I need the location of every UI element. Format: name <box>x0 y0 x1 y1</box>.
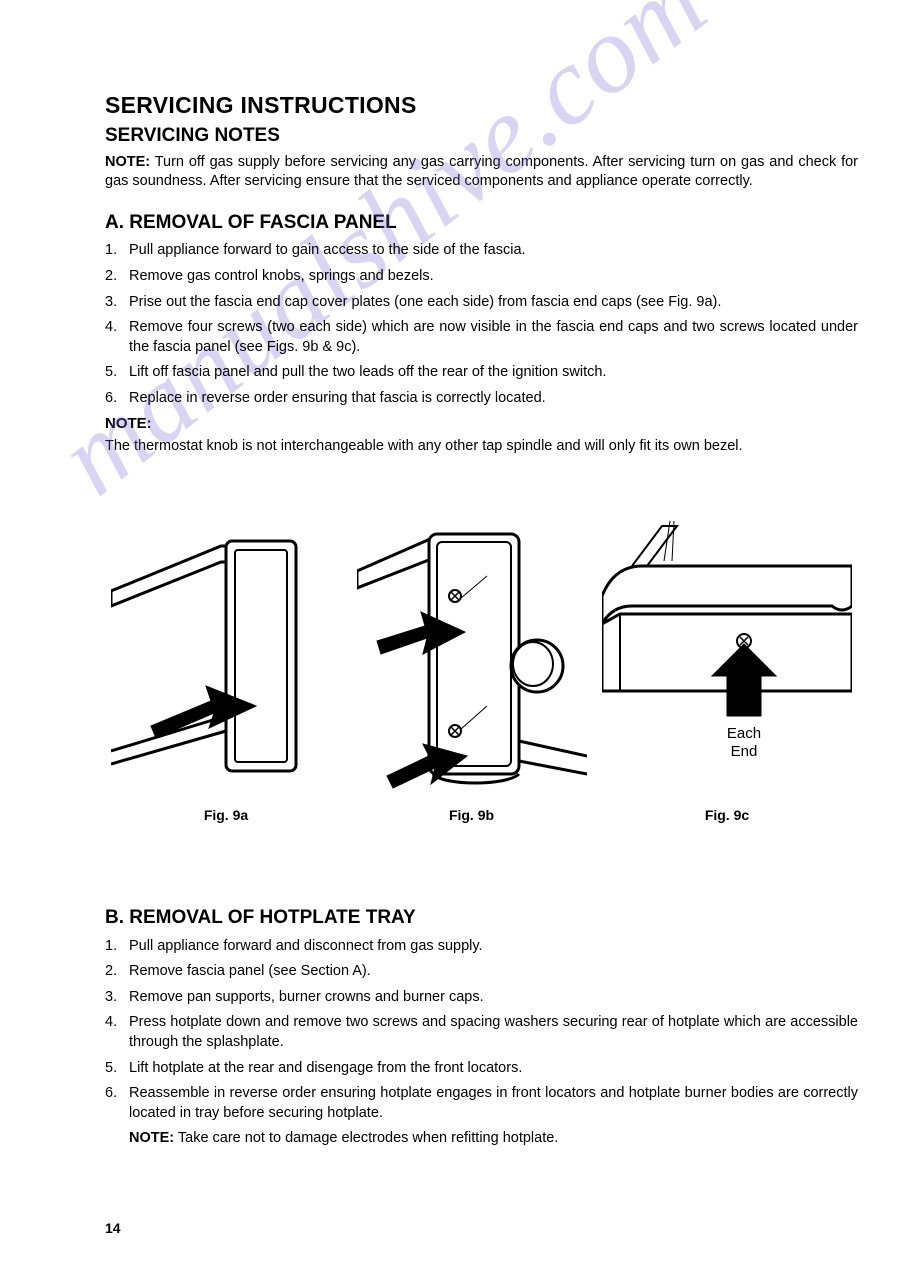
section-a-title: A. REMOVAL OF FASCIA PANEL <box>105 210 858 236</box>
top-note: NOTE: Turn off gas supply before servici… <box>105 153 858 192</box>
note-text: Turn off gas supply before servicing any… <box>105 154 858 190</box>
figure-9b: Fig. 9b <box>357 506 587 825</box>
section-b-title: B. REMOVAL OF HOTPLATE TRAY <box>105 905 858 931</box>
note-label: NOTE: <box>129 1130 174 1146</box>
page-number: 14 <box>105 1219 858 1238</box>
bottom-note: NOTE: Take care not to damage electrodes… <box>105 1129 858 1149</box>
list-item: Remove four screws (two each side) which… <box>105 318 858 357</box>
section-b-list: Pull appliance forward and disconnect fr… <box>105 937 858 1124</box>
section-b: B. REMOVAL OF HOTPLATE TRAY Pull applian… <box>105 905 858 1149</box>
list-item: Remove fascia panel (see Section A). <box>105 962 858 982</box>
figure-9c: Each End Fig. 9c <box>602 506 852 825</box>
sub-heading: SERVICING NOTES <box>105 123 858 149</box>
list-item: Prise out the fascia end cap cover plate… <box>105 293 858 313</box>
list-item: Lift hotplate at the rear and disengage … <box>105 1059 858 1079</box>
sub-note-text: The thermostat knob is not interchangeab… <box>105 437 858 457</box>
figure-9c-caption: Fig. 9c <box>705 806 749 825</box>
figure-9b-caption: Fig. 9b <box>449 806 494 825</box>
list-item: Pull appliance forward to gain access to… <box>105 241 858 261</box>
list-item: Reassemble in reverse order ensuring hot… <box>105 1084 858 1123</box>
figure-9a: Fig. 9a <box>111 506 341 825</box>
note-label: NOTE: <box>105 154 150 170</box>
bottom-note-text: Take care not to damage electrodes when … <box>174 1130 558 1146</box>
figure-9b-diagram <box>357 506 587 796</box>
section-a-list: Pull appliance forward to gain access to… <box>105 241 858 408</box>
figure-9a-caption: Fig. 9a <box>204 806 248 825</box>
figure-9c-diagram: Each End <box>602 506 852 796</box>
main-heading: SERVICING INSTRUCTIONS <box>105 90 858 121</box>
list-item: Remove gas control knobs, springs and be… <box>105 267 858 287</box>
figure-9a-diagram <box>111 506 341 796</box>
each-end-label-1: Each <box>727 725 761 742</box>
list-item: Press hotplate down and remove two screw… <box>105 1013 858 1052</box>
section-a: A. REMOVAL OF FASCIA PANEL Pull applianc… <box>105 210 858 456</box>
sub-note-heading: NOTE: <box>105 414 858 434</box>
list-item: Remove pan supports, burner crowns and b… <box>105 988 858 1008</box>
figure-row: Fig. 9a <box>105 506 858 825</box>
list-item: Lift off fascia panel and pull the two l… <box>105 363 858 383</box>
each-end-label-2: End <box>731 743 758 760</box>
list-item: Replace in reverse order ensuring that f… <box>105 389 858 409</box>
list-item: Pull appliance forward and disconnect fr… <box>105 937 858 957</box>
